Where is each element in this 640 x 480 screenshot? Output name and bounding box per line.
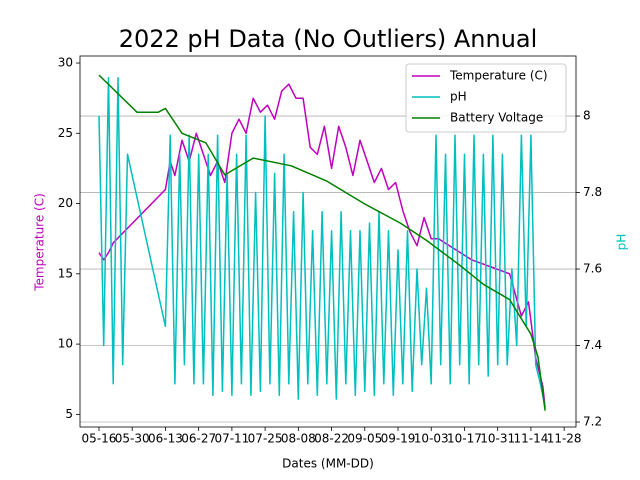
x-axis-label: Dates (MM-DD) — [282, 457, 374, 471]
y2-axis-label: pH — [615, 234, 629, 251]
y2-tick-label: 8 — [583, 109, 591, 123]
legend-label: Temperature (C) — [449, 69, 548, 83]
y-tick-label: 30 — [58, 56, 73, 70]
x-tick-label: 08-22 — [314, 432, 349, 446]
y-tick-label: 25 — [58, 126, 73, 140]
series-line — [98, 83, 546, 408]
x-tick-label: 06-27 — [181, 432, 216, 446]
y2-tick-label: 7.2 — [583, 415, 602, 429]
y-tick-label: 10 — [58, 337, 73, 351]
y-axis-label: Temperature (C) — [33, 193, 47, 292]
plot-frame — [79, 55, 577, 428]
x-tick-label: 07-11 — [214, 432, 249, 446]
x-tick-label: 10-31 — [480, 432, 515, 446]
y-tick-label: 15 — [58, 266, 73, 280]
y-tick-label: 20 — [58, 196, 73, 210]
legend: Temperature (C) pH Battery Voltage — [405, 63, 567, 133]
series-line — [98, 77, 546, 407]
x-tick-label: 08-08 — [281, 432, 316, 446]
y-tick-label: 5 — [65, 407, 73, 421]
legend-label: Battery Voltage — [450, 111, 543, 125]
x-tick-label: 11-28 — [547, 432, 582, 446]
plot: 7.27.47.67.885101520253005-1605-3006-130… — [58, 56, 602, 446]
y2-tick-label: 7.8 — [583, 185, 602, 199]
y2-tick-label: 7.4 — [583, 338, 602, 352]
legend-label: pH — [450, 90, 467, 104]
legend-box — [405, 63, 567, 133]
series-line — [98, 74, 546, 411]
x-tick-label: 05-16 — [82, 432, 117, 446]
x-tick-label: 10-03 — [414, 432, 449, 446]
x-tick-label: 06-13 — [148, 432, 183, 446]
x-tick-label: 09-05 — [347, 432, 382, 446]
x-tick-label: 07-25 — [248, 432, 283, 446]
x-tick-label: 11-14 — [513, 432, 548, 446]
x-tick-label: 09-19 — [381, 432, 416, 446]
x-tick-label: 05-30 — [115, 432, 150, 446]
y2-tick-label: 7.6 — [583, 262, 602, 276]
chart-title: 2022 pH Data (No Outliers) Annual — [119, 25, 538, 53]
x-tick-label: 10-17 — [447, 432, 482, 446]
